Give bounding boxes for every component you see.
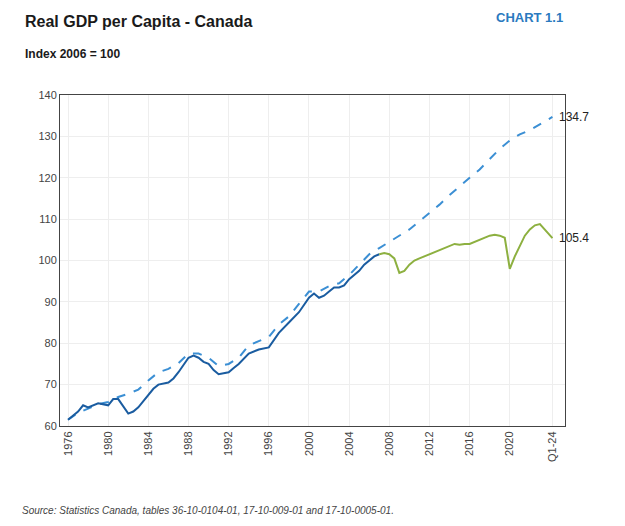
- svg-text:1984: 1984: [142, 431, 154, 455]
- svg-text:80: 80: [45, 337, 57, 349]
- svg-text:1996: 1996: [262, 431, 274, 455]
- svg-text:134.7: 134.7: [559, 110, 589, 124]
- svg-text:60: 60: [45, 420, 57, 432]
- svg-text:2008: 2008: [383, 431, 395, 455]
- svg-text:105.4: 105.4: [559, 231, 589, 245]
- svg-text:1980: 1980: [102, 431, 114, 455]
- svg-text:100: 100: [38, 254, 56, 266]
- svg-text:90: 90: [45, 296, 57, 308]
- svg-text:2020: 2020: [503, 431, 515, 455]
- svg-text:Index 2006 = 100: Index 2006 = 100: [25, 47, 120, 61]
- svg-text:Source: Statistics Canada, tab: Source: Statistics Canada, tables 36-10-…: [22, 505, 394, 516]
- svg-text:2000: 2000: [303, 431, 315, 455]
- svg-text:130: 130: [38, 130, 56, 142]
- svg-text:1988: 1988: [182, 431, 194, 455]
- svg-text:Real GDP per Capita - Canada: Real GDP per Capita - Canada: [25, 13, 252, 30]
- svg-text:1992: 1992: [222, 431, 234, 455]
- svg-text:2004: 2004: [343, 431, 355, 455]
- svg-text:120: 120: [38, 172, 56, 184]
- svg-text:140: 140: [38, 89, 56, 101]
- svg-text:CHART 1.1: CHART 1.1: [496, 10, 563, 25]
- svg-text:110: 110: [39, 213, 57, 225]
- svg-text:1976: 1976: [62, 431, 74, 455]
- svg-text:2012: 2012: [423, 431, 435, 455]
- svg-text:70: 70: [45, 378, 57, 390]
- svg-text:2016: 2016: [463, 431, 475, 455]
- svg-text:Q1-24: Q1-24: [546, 431, 558, 462]
